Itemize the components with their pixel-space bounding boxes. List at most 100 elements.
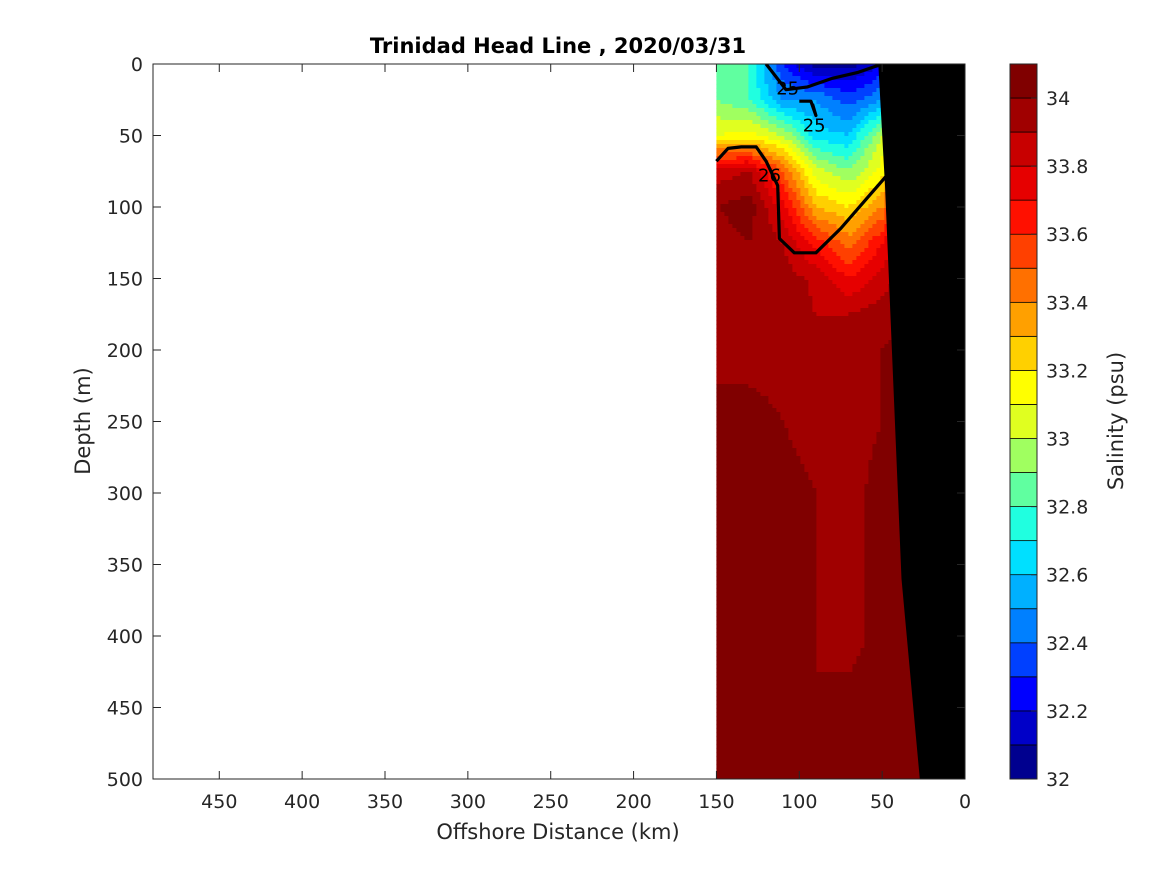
salinity-cell <box>756 320 761 325</box>
salinity-cell <box>860 176 865 181</box>
salinity-cell <box>752 96 757 101</box>
salinity-cell <box>820 324 825 329</box>
salinity-cell <box>772 328 777 333</box>
salinity-cell <box>768 428 773 433</box>
salinity-cell <box>784 140 789 145</box>
salinity-cell <box>804 216 809 221</box>
salinity-cell <box>796 108 801 113</box>
salinity-cell <box>780 148 785 153</box>
salinity-cell <box>880 292 885 297</box>
salinity-cell <box>836 152 841 157</box>
salinity-cell <box>816 112 821 117</box>
salinity-cell <box>732 240 737 245</box>
salinity-cell <box>884 336 889 341</box>
salinity-cell <box>788 272 793 277</box>
salinity-cell <box>880 216 885 221</box>
salinity-cell <box>836 220 841 225</box>
salinity-cell <box>716 324 721 329</box>
salinity-cell <box>876 400 881 405</box>
salinity-cell <box>800 136 805 141</box>
salinity-cell <box>804 356 809 361</box>
salinity-cell <box>864 268 869 273</box>
salinity-cell <box>844 300 849 305</box>
salinity-cell <box>716 420 721 425</box>
salinity-cell <box>800 356 805 361</box>
salinity-cell <box>816 160 821 165</box>
salinity-cell <box>872 364 877 369</box>
salinity-cell <box>724 132 729 137</box>
salinity-cell <box>844 136 849 141</box>
salinity-cell <box>764 164 769 169</box>
salinity-cell <box>804 300 809 305</box>
salinity-cell <box>724 400 729 405</box>
salinity-cell <box>804 248 809 253</box>
salinity-cell <box>884 276 889 281</box>
salinity-cell <box>744 204 749 209</box>
salinity-cell <box>824 92 829 97</box>
salinity-cell <box>828 176 833 181</box>
salinity-cell <box>772 320 777 325</box>
salinity-cell <box>772 192 777 197</box>
salinity-cell <box>844 328 849 333</box>
salinity-cell <box>852 420 857 425</box>
salinity-cell <box>760 424 765 429</box>
salinity-cell <box>848 376 853 381</box>
salinity-cell <box>880 372 885 377</box>
salinity-cell <box>844 420 849 425</box>
salinity-cell <box>876 108 881 113</box>
salinity-cell <box>820 336 825 341</box>
salinity-cell <box>852 292 857 297</box>
salinity-cell <box>816 104 821 109</box>
salinity-cell <box>864 324 869 329</box>
salinity-cell <box>860 332 865 337</box>
salinity-cell <box>760 372 765 377</box>
salinity-cell <box>828 292 833 297</box>
salinity-cell <box>788 256 793 261</box>
salinity-cell <box>720 216 725 221</box>
salinity-cell <box>820 212 825 217</box>
salinity-cell <box>748 124 753 129</box>
salinity-cell <box>744 408 749 413</box>
salinity-cell <box>848 308 853 313</box>
salinity-cell <box>728 264 733 269</box>
salinity-cell <box>788 180 793 185</box>
salinity-cell <box>852 124 857 129</box>
salinity-cell <box>732 424 737 429</box>
salinity-cell <box>780 92 785 97</box>
salinity-cell <box>780 260 785 265</box>
salinity-cell <box>716 256 721 261</box>
salinity-cell <box>880 240 885 245</box>
salinity-cell <box>812 420 817 425</box>
salinity-cell <box>732 412 737 417</box>
salinity-cell <box>748 280 753 285</box>
salinity-cell <box>848 400 853 405</box>
salinity-cell <box>868 128 873 133</box>
salinity-cell <box>824 320 829 325</box>
salinity-cell <box>864 92 869 97</box>
salinity-cell <box>800 396 805 401</box>
salinity-cell <box>868 236 873 241</box>
salinity-cell <box>888 344 893 349</box>
salinity-cell <box>820 208 825 213</box>
salinity-cell <box>728 224 733 229</box>
salinity-cell <box>820 100 825 105</box>
salinity-cell <box>856 404 861 409</box>
salinity-cell <box>860 116 865 121</box>
salinity-cell <box>840 244 845 249</box>
salinity-cell <box>868 420 873 425</box>
salinity-cell <box>732 292 737 297</box>
salinity-cell <box>812 68 817 73</box>
salinity-cell <box>776 120 781 125</box>
salinity-cell <box>728 232 733 237</box>
salinity-cell <box>724 276 729 281</box>
salinity-cell <box>760 368 765 373</box>
salinity-cell <box>796 268 801 273</box>
salinity-cell <box>720 88 725 93</box>
salinity-cell <box>716 176 721 181</box>
salinity-cell <box>716 252 721 257</box>
salinity-cell <box>808 284 813 289</box>
salinity-cell <box>808 412 813 417</box>
salinity-cell <box>736 236 741 241</box>
salinity-cell <box>816 364 821 369</box>
salinity-cell <box>788 228 793 233</box>
